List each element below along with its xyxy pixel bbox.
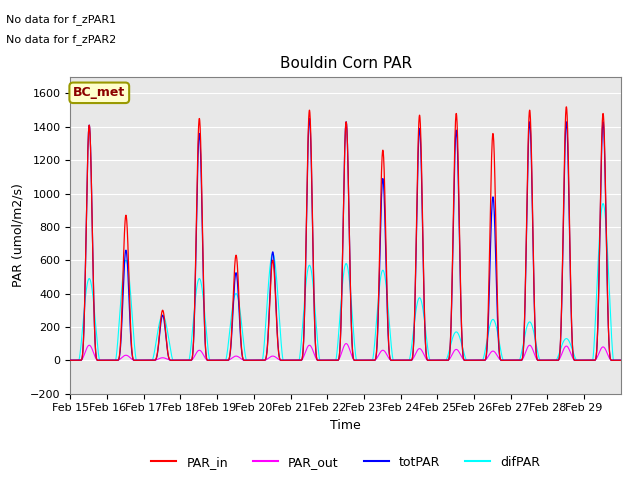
Title: Bouldin Corn PAR: Bouldin Corn PAR [280,57,412,72]
Y-axis label: PAR (umol/m2/s): PAR (umol/m2/s) [12,183,24,287]
Text: No data for f_zPAR2: No data for f_zPAR2 [6,34,116,45]
Text: BC_met: BC_met [73,86,125,99]
X-axis label: Time: Time [330,419,361,432]
Text: No data for f_zPAR1: No data for f_zPAR1 [6,14,116,25]
Legend: PAR_in, PAR_out, totPAR, difPAR: PAR_in, PAR_out, totPAR, difPAR [147,451,545,474]
